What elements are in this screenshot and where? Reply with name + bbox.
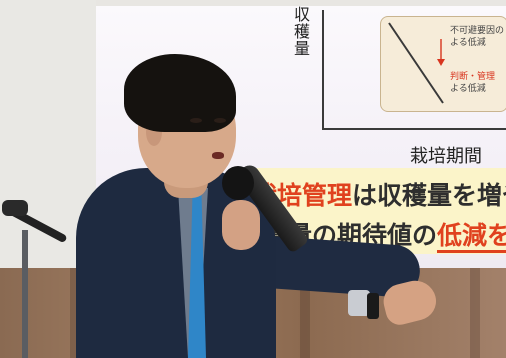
graph-inset-box bbox=[380, 16, 506, 112]
inset-note: よる低減 bbox=[450, 38, 486, 48]
wristwatch-icon bbox=[367, 293, 379, 319]
shirt-cuff bbox=[348, 290, 370, 316]
presenter-tie bbox=[188, 194, 206, 358]
banner-line-1: 栽培管理は収穫量を増やす bbox=[252, 176, 506, 212]
decline-line-graphic bbox=[388, 22, 445, 104]
x-axis-label: 栽培期間 bbox=[410, 146, 482, 167]
wood-panel-seam bbox=[470, 268, 480, 358]
wood-panel-seam bbox=[300, 268, 310, 358]
stand-microphone bbox=[2, 200, 28, 216]
inset-note: よる低減 bbox=[450, 84, 486, 94]
microphone-grille bbox=[222, 166, 254, 200]
presenter-mouth bbox=[212, 152, 224, 159]
banner-line-1-rest: は収穫量を増やす bbox=[352, 181, 506, 210]
presenter-hand-holding-mic bbox=[222, 200, 260, 250]
microphone-stand bbox=[22, 230, 28, 358]
wood-panel-seam bbox=[70, 268, 80, 358]
y-axis-label: 収穫量 bbox=[291, 6, 310, 57]
presenter-jacket bbox=[76, 168, 276, 358]
graph-y-axis bbox=[322, 10, 324, 128]
presenter-eye bbox=[214, 118, 226, 123]
presenter-eye bbox=[190, 118, 202, 123]
banner-underlined: 低減を bbox=[437, 221, 506, 253]
graph-x-axis bbox=[322, 128, 506, 130]
inset-note: 不可避要因の bbox=[450, 26, 505, 36]
inset-note: 判断・管理 bbox=[450, 72, 496, 82]
